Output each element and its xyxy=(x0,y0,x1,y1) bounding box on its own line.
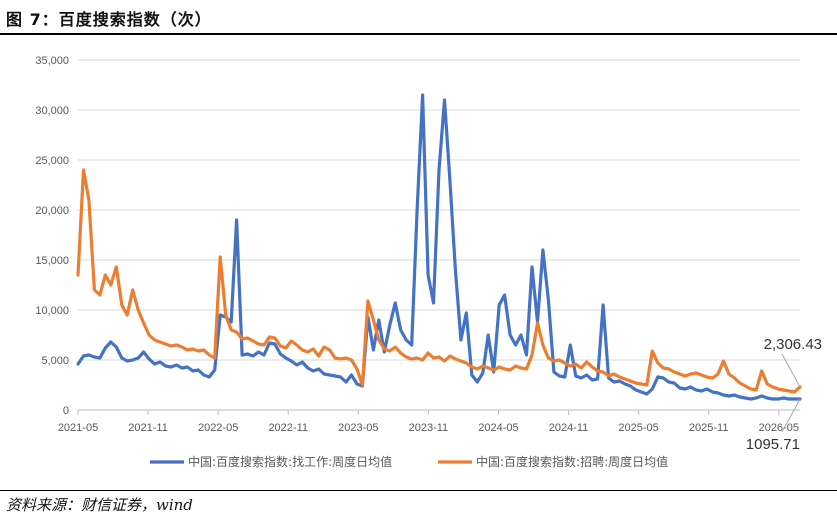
y-tick-label: 25,000 xyxy=(35,155,69,167)
annotation-orange-value: 2,306.43 xyxy=(764,336,822,353)
y-axis-ticks: 35,000 30,000 25,000 20,000 15,000 10,000 5,00… xyxy=(35,55,69,417)
series-lines xyxy=(76,93,802,401)
y-tick-label: 10,000 xyxy=(35,305,69,317)
x-tick-label: 2023-05 xyxy=(338,422,378,434)
x-tick-label: 2022-11 xyxy=(268,422,308,434)
y-tick-label: 5,000 xyxy=(41,355,69,367)
y-tick-label: 20,000 xyxy=(35,205,69,217)
x-tick-label: 2023-11 xyxy=(409,422,449,434)
gridlines xyxy=(78,59,800,361)
y-tick-label: 30,000 xyxy=(35,105,69,117)
annotation-leader-orange xyxy=(781,353,801,388)
series-line-job-search xyxy=(76,93,802,401)
line-chart: 35,000 30,000 25,000 20,000 15,000 10,000 5,00… xyxy=(35,55,822,469)
y-tick-label: 0 xyxy=(63,405,69,417)
title-rule xyxy=(0,33,837,35)
x-tick-label: 2025-11 xyxy=(689,422,729,434)
figure-title: 图 7：百度搜索指数（次） xyxy=(6,10,212,29)
y-tick-label: 15,000 xyxy=(35,255,69,267)
source-note: 资料来源：财信证券，wind xyxy=(6,496,193,514)
source-rule xyxy=(0,490,837,491)
x-tick-label: 2026-05 xyxy=(759,422,799,434)
annotation-leader-blue xyxy=(781,398,801,433)
y-tick-label: 35,000 xyxy=(35,55,69,67)
x-tick-label: 2025-05 xyxy=(618,422,658,434)
x-axis-ticks: 2021-05 2021-11 2022-05 2022-11 2023-05 2023-… xyxy=(58,410,799,434)
x-tick-label: 2024-05 xyxy=(478,422,518,434)
legend-label: 中国:百度搜索指数:找工作:周度日均值 xyxy=(188,454,392,469)
legend-label: 中国:百度搜索指数:招聘:周度日均值 xyxy=(476,454,668,469)
x-tick-label: 2024-11 xyxy=(549,422,589,434)
annotations: 2,306.43 1095.71 xyxy=(746,336,822,453)
annotation-blue-value: 1095.71 xyxy=(746,436,800,453)
x-tick-label: 2022-05 xyxy=(198,422,238,434)
series-line-recruitment xyxy=(76,168,802,394)
x-tick-label: 2021-05 xyxy=(58,422,98,434)
x-tick-label: 2021-11 xyxy=(128,422,168,434)
legend: 中国:百度搜索指数:找工作:周度日均值 中国:百度搜索指数:招聘:周度日均值 xyxy=(150,454,668,469)
